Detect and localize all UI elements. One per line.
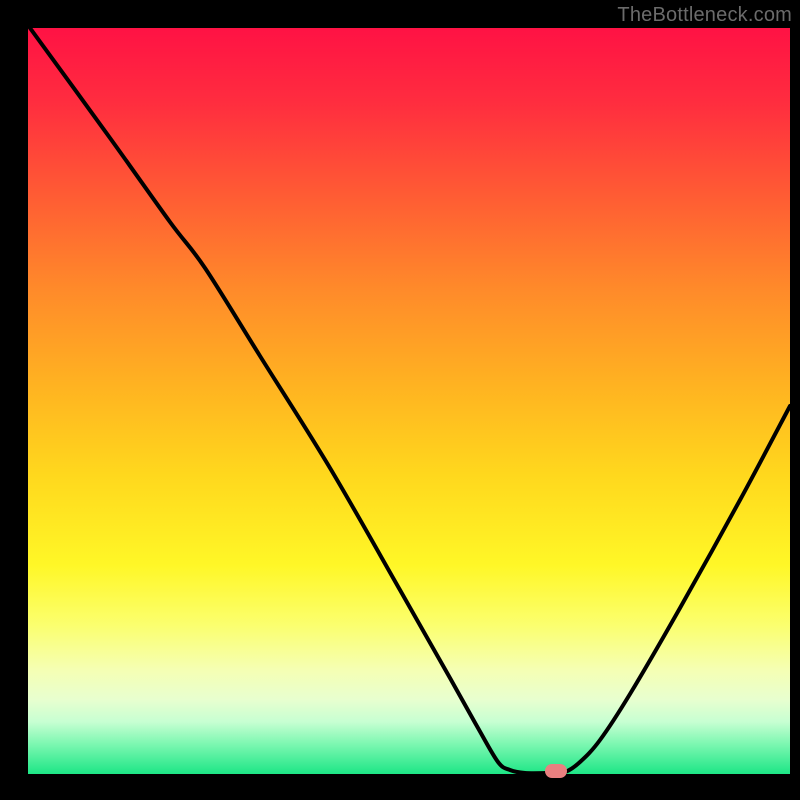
chart-frame: TheBottleneck.com [0, 0, 800, 800]
watermark-text: TheBottleneck.com [617, 4, 792, 27]
optimal-point-marker [545, 764, 567, 778]
bottleneck-curve-svg [2, 2, 798, 798]
bottleneck-curve-path [30, 28, 790, 773]
